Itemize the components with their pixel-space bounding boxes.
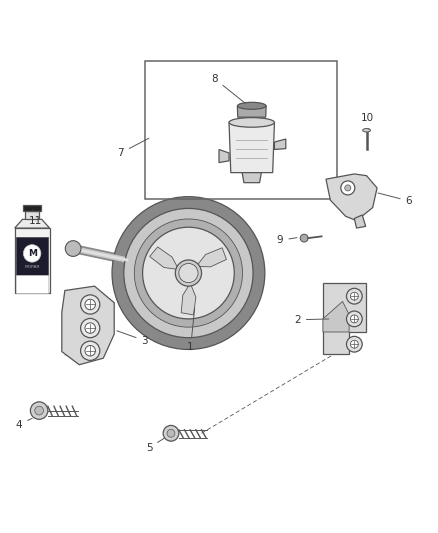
Circle shape [85, 299, 95, 310]
Text: 5: 5 [146, 438, 164, 453]
Text: 3: 3 [117, 331, 148, 346]
Polygon shape [323, 302, 349, 332]
Polygon shape [150, 247, 177, 269]
Circle shape [85, 345, 95, 356]
Text: 2: 2 [294, 315, 329, 325]
Circle shape [30, 402, 48, 419]
Circle shape [81, 341, 100, 360]
Circle shape [167, 430, 175, 437]
Circle shape [85, 323, 95, 333]
Text: 1: 1 [187, 308, 195, 352]
Polygon shape [323, 283, 366, 354]
Polygon shape [14, 220, 49, 228]
Polygon shape [23, 205, 41, 211]
Ellipse shape [363, 128, 371, 132]
Circle shape [81, 295, 100, 314]
Circle shape [350, 315, 358, 323]
Polygon shape [275, 139, 286, 149]
Circle shape [350, 340, 358, 348]
Text: 9: 9 [277, 235, 297, 245]
Polygon shape [16, 275, 48, 293]
Circle shape [143, 227, 234, 319]
Ellipse shape [229, 118, 275, 127]
Polygon shape [242, 173, 261, 183]
Circle shape [346, 336, 362, 352]
Polygon shape [16, 237, 48, 275]
Polygon shape [181, 284, 196, 315]
Polygon shape [62, 286, 114, 365]
Circle shape [23, 245, 41, 262]
Circle shape [179, 263, 198, 282]
Polygon shape [25, 211, 39, 220]
Circle shape [300, 234, 308, 242]
Circle shape [350, 292, 358, 300]
Circle shape [134, 219, 243, 327]
Polygon shape [229, 123, 275, 173]
Circle shape [175, 260, 201, 286]
Polygon shape [197, 248, 226, 267]
Text: MOPAR: MOPAR [25, 265, 40, 269]
Circle shape [112, 197, 265, 350]
Circle shape [35, 406, 43, 415]
Circle shape [163, 425, 179, 441]
Text: 6: 6 [378, 193, 412, 206]
Circle shape [81, 318, 100, 338]
Polygon shape [354, 215, 366, 228]
Polygon shape [326, 174, 377, 221]
Text: 7: 7 [117, 138, 149, 158]
Text: 10: 10 [361, 113, 374, 129]
Circle shape [65, 241, 81, 256]
Text: 4: 4 [16, 418, 32, 430]
Text: 11: 11 [29, 210, 42, 225]
Text: M: M [28, 249, 37, 258]
Polygon shape [237, 106, 266, 117]
Polygon shape [14, 228, 49, 293]
Circle shape [345, 185, 351, 191]
Circle shape [346, 311, 362, 327]
Circle shape [124, 208, 253, 338]
Ellipse shape [237, 102, 266, 109]
Circle shape [341, 181, 355, 195]
Circle shape [346, 288, 362, 304]
Text: 8: 8 [211, 74, 245, 103]
Polygon shape [219, 149, 229, 163]
